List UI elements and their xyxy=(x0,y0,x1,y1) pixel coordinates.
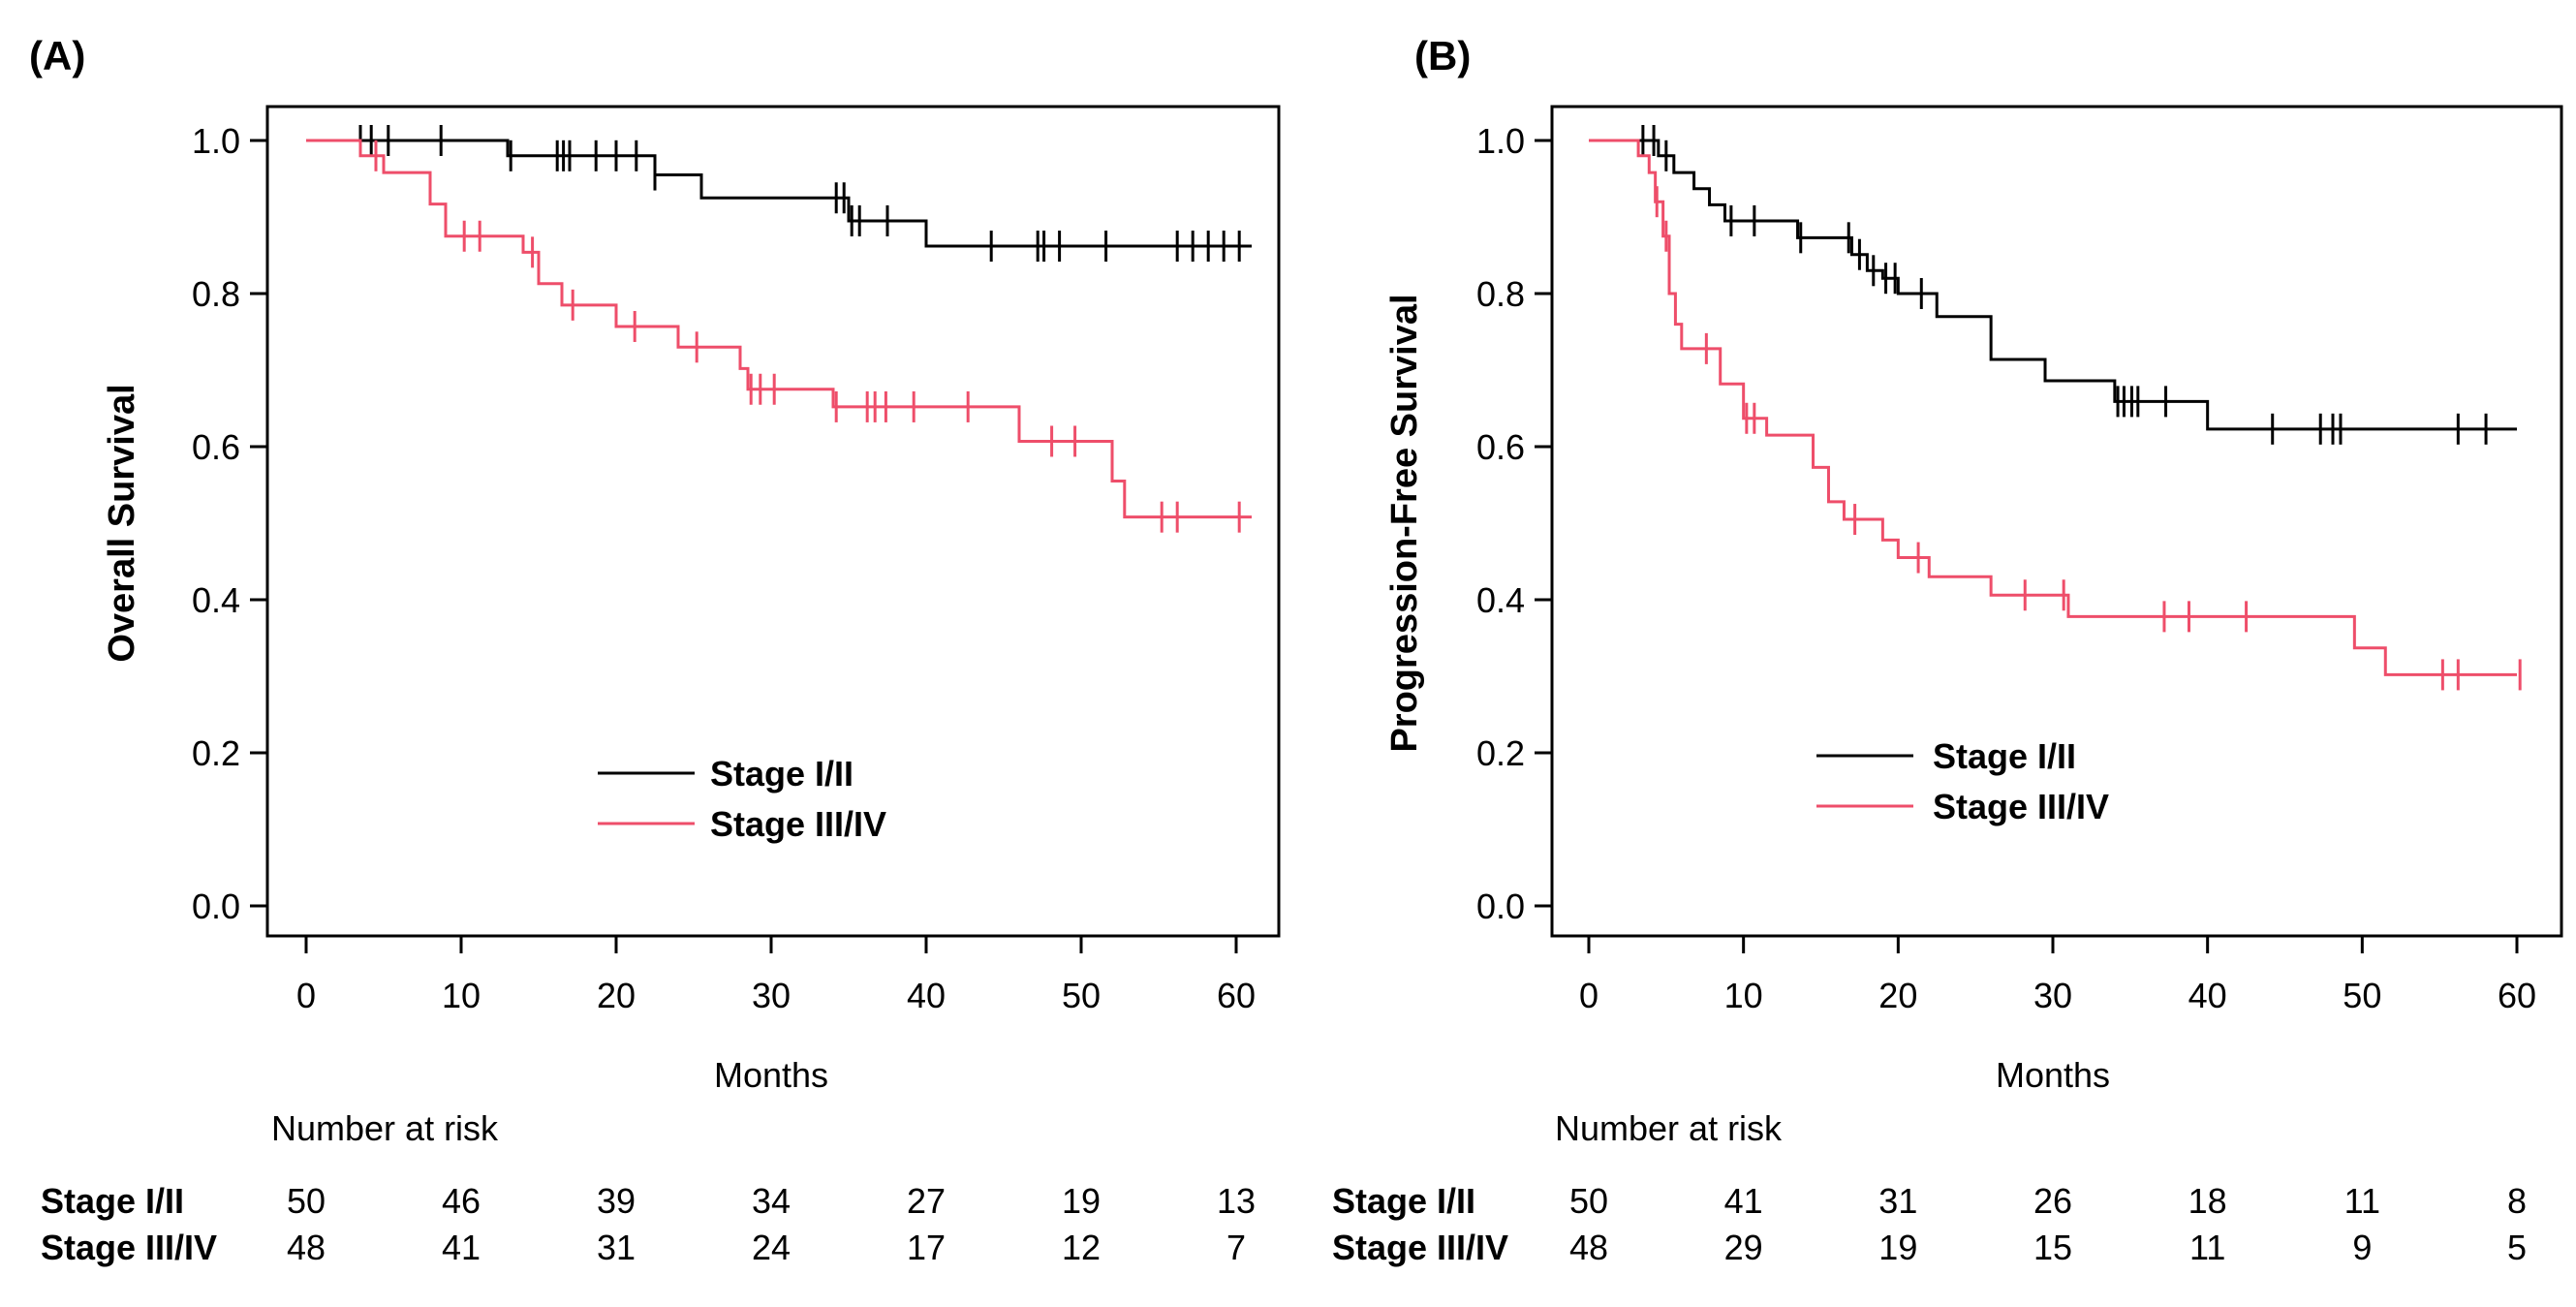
risk-count: 5 xyxy=(2507,1228,2527,1267)
risk-count: 11 xyxy=(2344,1181,2380,1221)
risk-count: 41 xyxy=(442,1228,481,1267)
y-axis-title: Progression-Free Survival xyxy=(1384,294,1425,752)
risk-table-title: Number at risk xyxy=(1555,1108,1783,1148)
y-axis-title: Overall Survival xyxy=(102,384,142,662)
panel-label: (A) xyxy=(29,33,85,78)
risk-count: 31 xyxy=(1878,1181,1917,1221)
legend-label-stage-iii-iv: Stage III/IV xyxy=(710,804,886,844)
legend-label-stage-i-ii: Stage I/II xyxy=(1933,736,2076,776)
x-tick-label: 40 xyxy=(907,976,946,1015)
risk-count: 13 xyxy=(1217,1181,1256,1221)
x-tick-label: 20 xyxy=(597,976,636,1015)
legend-label-stage-i-ii: Stage I/II xyxy=(710,754,853,794)
risk-group-label: Stage I/II xyxy=(41,1181,184,1221)
risk-table-title: Number at risk xyxy=(271,1108,499,1148)
risk-count: 26 xyxy=(2033,1181,2072,1221)
x-axis-title: Months xyxy=(1996,1055,2110,1095)
risk-count: 9 xyxy=(2352,1228,2372,1267)
risk-count: 46 xyxy=(442,1181,481,1221)
risk-count: 27 xyxy=(907,1181,946,1221)
x-tick-label: 0 xyxy=(1579,976,1598,1015)
risk-count: 29 xyxy=(1724,1228,1763,1267)
y-tick-label: 0.6 xyxy=(1476,427,1525,467)
risk-count: 41 xyxy=(1724,1181,1763,1221)
x-tick-label: 0 xyxy=(296,976,316,1015)
x-tick-label: 10 xyxy=(442,976,481,1015)
y-tick-label: 1.0 xyxy=(1476,121,1525,161)
risk-count: 48 xyxy=(287,1228,326,1267)
y-tick-label: 0.0 xyxy=(192,887,240,926)
x-tick-label: 50 xyxy=(1062,976,1101,1015)
y-tick-label: 0.2 xyxy=(1476,733,1525,773)
x-tick-label: 50 xyxy=(2343,976,2381,1015)
y-tick-label: 0.2 xyxy=(192,733,240,773)
km-curve-stage-i-ii xyxy=(306,139,1252,248)
y-tick-label: 1.0 xyxy=(192,121,240,161)
risk-count: 31 xyxy=(597,1228,636,1267)
panel-a: (A) 0.0 0.2 0.4 0.6 0.8 1.0 Overall Survival 0 10… xyxy=(29,33,1281,1267)
risk-count: 50 xyxy=(287,1181,326,1221)
risk-count: 7 xyxy=(1226,1228,1246,1267)
risk-count: 17 xyxy=(907,1228,946,1267)
km-curve-stage-iii-iv xyxy=(1589,139,2517,676)
risk-count: 11 xyxy=(2189,1228,2225,1267)
x-tick-label: 10 xyxy=(1724,976,1763,1015)
risk-count: 15 xyxy=(2033,1228,2072,1267)
x-tick-label: 60 xyxy=(2498,976,2536,1015)
y-tick-label: 0.4 xyxy=(192,580,240,620)
panel-b: (B) 0.0 0.2 0.4 0.6 0.8 1.0 Progression-Free Su… xyxy=(1332,33,2563,1267)
risk-group-label: Stage I/II xyxy=(1332,1181,1475,1221)
risk-count: 48 xyxy=(1569,1228,1608,1267)
risk-count: 19 xyxy=(1878,1228,1917,1267)
risk-group-label: Stage III/IV xyxy=(1332,1228,1508,1267)
x-tick-label: 40 xyxy=(2188,976,2227,1015)
km-curve-stage-iii-iv xyxy=(306,139,1252,519)
x-tick-label: 60 xyxy=(1217,976,1256,1015)
legend-label-stage-iii-iv: Stage III/IV xyxy=(1933,787,2109,826)
panel-label: (B) xyxy=(1414,33,1471,78)
y-tick-label: 0.4 xyxy=(1476,580,1525,620)
x-tick-label: 30 xyxy=(2033,976,2072,1015)
risk-count: 19 xyxy=(1062,1181,1101,1221)
km-curve-stage-i-ii xyxy=(1589,139,2517,431)
risk-count: 18 xyxy=(2188,1181,2227,1221)
x-tick-label: 30 xyxy=(752,976,791,1015)
y-tick-label: 0.8 xyxy=(192,274,240,314)
x-tick-label: 20 xyxy=(1878,976,1917,1015)
y-tick-label: 0.8 xyxy=(1476,274,1525,314)
x-axis-title: Months xyxy=(714,1055,828,1095)
risk-count: 50 xyxy=(1569,1181,1608,1221)
risk-count: 12 xyxy=(1062,1228,1101,1267)
risk-count: 34 xyxy=(752,1181,791,1221)
y-tick-label: 0.6 xyxy=(192,427,240,467)
risk-count: 8 xyxy=(2507,1181,2527,1221)
risk-group-label: Stage III/IV xyxy=(41,1228,217,1267)
risk-count: 24 xyxy=(752,1228,791,1267)
risk-count: 39 xyxy=(597,1181,636,1221)
y-tick-label: 0.0 xyxy=(1476,887,1525,926)
